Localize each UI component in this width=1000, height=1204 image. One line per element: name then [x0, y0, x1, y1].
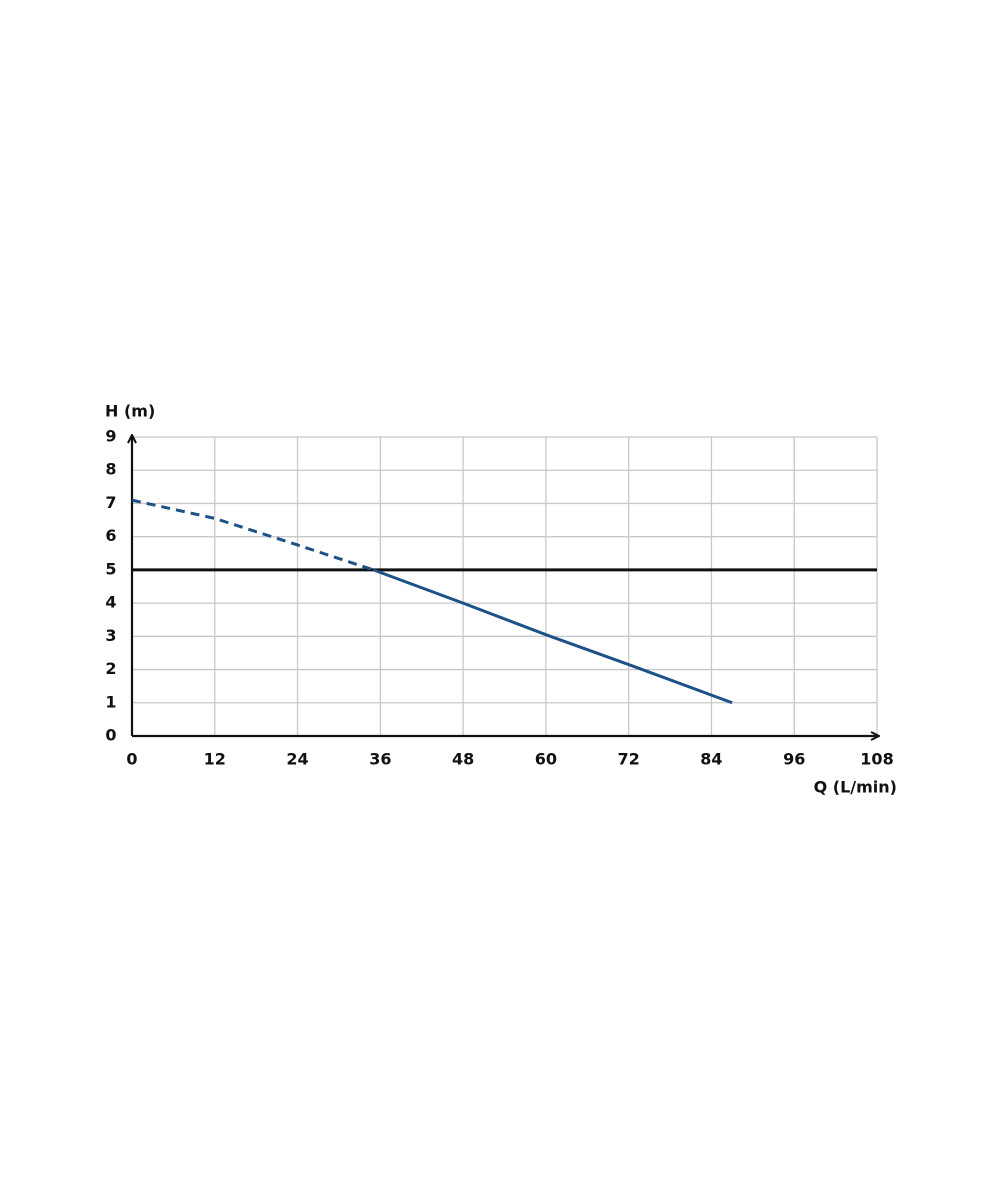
x-axis-title: Q (L/min)	[814, 778, 897, 797]
x-tick-label: 84	[700, 750, 722, 769]
y-tick-label: 4	[105, 593, 116, 612]
y-tick-label: 0	[105, 726, 116, 745]
x-tick-label: 48	[452, 750, 474, 769]
y-tick-label: 1	[105, 692, 116, 711]
x-tick-label: 72	[618, 750, 640, 769]
x-tick-label: 0	[126, 750, 137, 769]
y-tick-label: 9	[105, 427, 116, 446]
x-tick-label: 24	[286, 750, 308, 769]
x-tick-label: 60	[535, 750, 557, 769]
y-tick-label: 6	[105, 526, 116, 545]
series-line	[131, 498, 374, 572]
x-tick-label: 12	[204, 750, 226, 769]
y-tick-label: 7	[105, 493, 116, 512]
y-tick-label: 2	[105, 659, 116, 678]
y-tick-label: 3	[105, 626, 116, 645]
x-tick-label: 36	[369, 750, 391, 769]
series-line	[372, 568, 733, 705]
y-tick-label: 8	[105, 460, 116, 479]
y-axis-title: H (m)	[105, 402, 155, 421]
y-tick-label: 5	[105, 559, 116, 578]
x-tick-label: 96	[783, 750, 805, 769]
x-tick-label: 108	[860, 750, 893, 769]
